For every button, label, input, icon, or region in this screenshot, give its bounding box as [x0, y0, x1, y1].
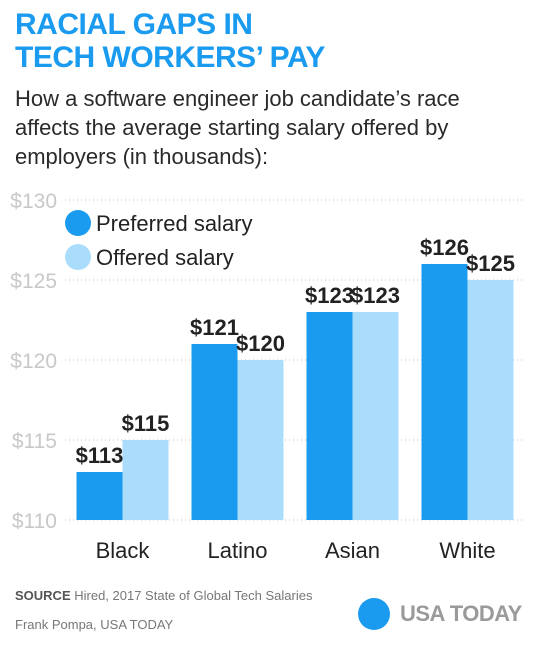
bar-value-label: $126	[420, 235, 469, 260]
source-note: SOURCE Hired, 2017 State of Global Tech …	[15, 588, 312, 603]
chart-subtitle: How a software engineer job candidate’s …	[15, 86, 460, 169]
x-tick-label: White	[439, 538, 495, 563]
usa-today-logo: USA TODAY	[358, 598, 522, 630]
bar-value-label: $120	[236, 331, 285, 356]
bar-latino-preferred	[191, 344, 238, 520]
bar-black-offered	[122, 440, 169, 520]
chart-title: RACIAL GAPS IN TECH WORKERS’ PAY	[15, 8, 325, 74]
bar-asian-preferred	[306, 312, 353, 520]
y-tick-label: $110	[12, 510, 57, 533]
bar-value-label: $113	[76, 443, 124, 468]
bar-value-label: $123	[351, 283, 400, 308]
legend-label: Offered salary	[96, 245, 234, 270]
bar-asian-offered	[352, 312, 399, 520]
bar-value-label: $115	[122, 411, 170, 436]
bar-white-preferred	[421, 264, 468, 520]
x-tick-label: Black	[96, 538, 151, 563]
x-tick-label: Latino	[208, 538, 268, 563]
y-tick-label: $120	[10, 350, 57, 373]
y-tick-label: $130	[10, 190, 57, 213]
legend-label: Preferred salary	[96, 211, 253, 236]
bar-white-offered	[467, 280, 514, 520]
chart-title-line-1: RACIAL GAPS IN	[15, 8, 253, 41]
y-tick-label: $115	[12, 430, 57, 453]
legend-swatch-icon	[65, 244, 91, 270]
chart-title-line-2: TECH WORKERS’ PAY	[15, 41, 325, 74]
bar-value-label: $125	[466, 251, 515, 276]
bar-black-preferred	[76, 472, 123, 520]
legend-swatch-icon	[65, 210, 91, 236]
bar-value-label: $123	[305, 283, 354, 308]
bar-latino-offered	[237, 360, 284, 520]
x-tick-label: Asian	[325, 538, 380, 563]
usa-today-wordmark: USA TODAY	[400, 601, 522, 626]
y-tick-label: $125	[10, 270, 57, 293]
source-text: Hired, 2017 State of Global Tech Salarie…	[70, 588, 313, 603]
usa-today-dot-icon	[358, 598, 390, 630]
bar-value-label: $121	[190, 315, 239, 340]
source-label: SOURCE	[15, 588, 71, 603]
credit-note: Frank Pompa, USA TODAY	[15, 617, 174, 632]
